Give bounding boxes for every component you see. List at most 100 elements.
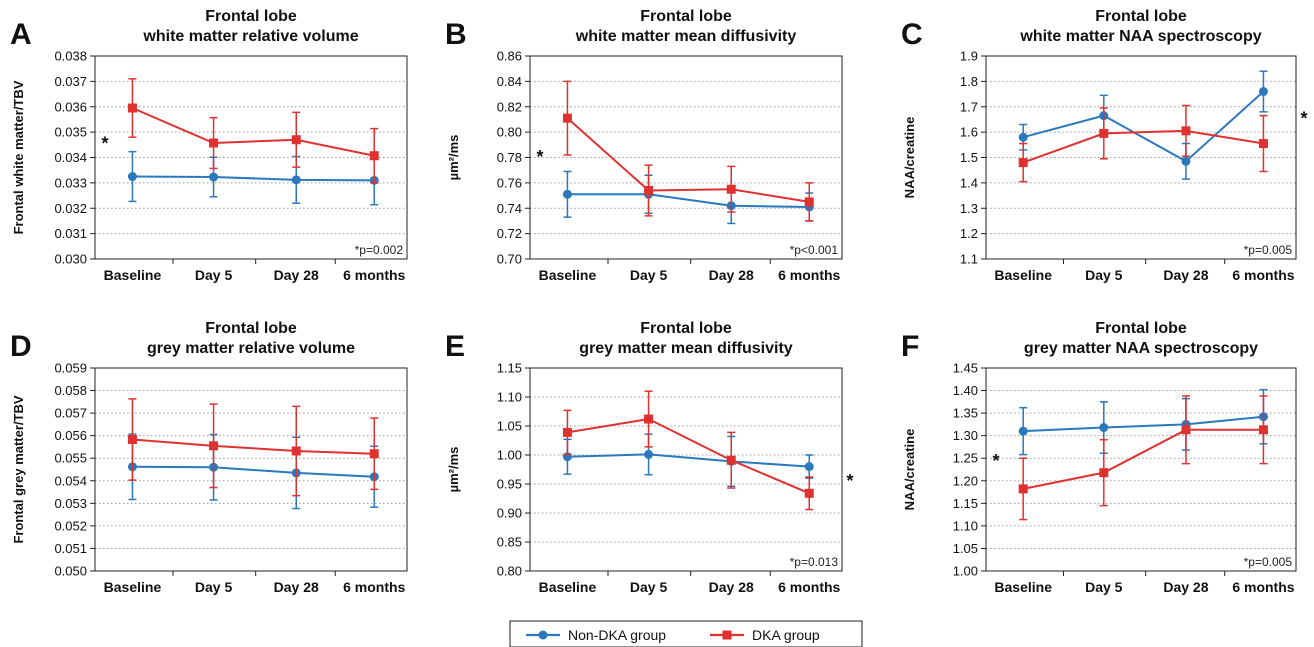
- p-value-note: *p=0.005: [1244, 243, 1293, 257]
- y-tick-label: 0.051: [54, 541, 87, 556]
- x-tick-label: Baseline: [994, 579, 1052, 595]
- series-dka: [562, 390, 814, 511]
- data-point: [1099, 423, 1109, 433]
- series-line: [567, 453, 810, 468]
- series-line: [567, 418, 810, 495]
- significance-star: *: [1300, 109, 1307, 129]
- y-tick-label: 1.9: [960, 49, 978, 64]
- data-point: [562, 189, 572, 199]
- data-point: [1018, 132, 1028, 142]
- y-tick-label: 0.72: [497, 226, 522, 241]
- y-axis-label: NAA/creatine: [902, 429, 917, 511]
- y-axis-label: µm²/ms: [446, 447, 461, 493]
- y-tick-label: 0.86: [497, 49, 522, 64]
- y-tick-label: 1.45: [953, 361, 978, 376]
- data-point: [369, 449, 379, 459]
- series-dka: [562, 80, 814, 222]
- series-nondka: [127, 433, 379, 510]
- data-point: [804, 462, 814, 472]
- chart-title-line: Frontal lobe: [1095, 8, 1187, 25]
- y-tick-label: 1.00: [953, 564, 978, 579]
- y-axis-label: NAA/creatine: [902, 117, 917, 199]
- legend-box: [509, 620, 863, 647]
- data-point: [644, 185, 654, 195]
- significance-star: *: [536, 147, 543, 167]
- y-tick-label: 0.035: [54, 125, 87, 140]
- significance-star: *: [846, 471, 853, 491]
- y-tick-label: 1.8: [960, 74, 978, 89]
- y-tick-label: 0.056: [54, 428, 87, 443]
- y-tick-label: 0.033: [54, 175, 87, 190]
- data-point: [1099, 468, 1109, 478]
- p-value-note: *p=0.002: [355, 243, 404, 257]
- y-tick-label: 0.052: [54, 518, 87, 533]
- series-nondka: [127, 150, 379, 206]
- data-point: [804, 488, 814, 498]
- series-dka: [127, 398, 379, 497]
- y-tick-label: 1.1: [960, 252, 978, 267]
- x-tick-label: Baseline: [539, 579, 597, 595]
- x-tick-label: 6 months: [778, 267, 840, 283]
- series-line: [132, 175, 375, 182]
- x-tick-label: 6 months: [343, 267, 405, 283]
- plot-frame: [94, 367, 408, 572]
- y-tick-label: 0.055: [54, 451, 87, 466]
- x-tick-label: 6 months: [1232, 267, 1294, 283]
- chart-title-line: white matter mean diffusivity: [575, 28, 797, 45]
- panel-letter: F: [901, 330, 919, 363]
- y-tick-label: 0.037: [54, 74, 87, 89]
- y-tick-label: 1.15: [497, 361, 522, 376]
- data-point: [1258, 87, 1268, 97]
- plot-frame: [529, 367, 843, 572]
- y-tick-label: 1.2: [960, 226, 978, 241]
- x-tick-label: Day 5: [630, 267, 668, 283]
- y-tick-label: 0.038: [54, 49, 87, 64]
- data-point: [1018, 158, 1028, 168]
- x-tick-label: Day 28: [1163, 267, 1208, 283]
- x-tick-label: Day 28: [274, 267, 319, 283]
- data-point: [291, 446, 301, 456]
- x-tick-label: 6 months: [1232, 579, 1294, 595]
- panel-e: E Frontal lobe grey matter mean diffusivit…: [445, 320, 854, 595]
- series-line: [132, 438, 375, 455]
- y-tick-label: 1.10: [953, 518, 978, 533]
- y-tick-label: 0.80: [497, 125, 522, 140]
- x-tick-label: Baseline: [104, 267, 162, 283]
- y-tick-label: 1.00: [497, 448, 522, 463]
- data-point: [369, 151, 379, 161]
- x-tick-label: Baseline: [994, 267, 1052, 283]
- x-tick-label: 6 months: [778, 579, 840, 595]
- data-point: [1018, 426, 1028, 436]
- y-tick-label: 0.84: [497, 74, 522, 89]
- x-tick-label: Day 28: [274, 579, 319, 595]
- data-point: [562, 113, 572, 123]
- data-point: [209, 172, 219, 182]
- chart-title-line: Frontal lobe: [1095, 320, 1187, 337]
- chart-title-line: grey matter mean diffusivity: [579, 340, 793, 357]
- data-point: [1181, 126, 1191, 136]
- data-point: [1181, 156, 1191, 166]
- series-dka: [127, 78, 379, 184]
- y-tick-label: 0.054: [54, 473, 87, 488]
- y-tick-label: 0.74: [497, 201, 522, 216]
- y-tick-label: 1.25: [953, 451, 978, 466]
- y-tick-label: 0.057: [54, 406, 87, 421]
- data-point: [1018, 484, 1028, 494]
- data-point: [562, 427, 572, 437]
- x-tick-label: Day 5: [1085, 267, 1123, 283]
- series-line: [567, 193, 810, 208]
- y-tick-label: 0.90: [497, 506, 522, 521]
- series-dka: [1018, 395, 1268, 521]
- significance-star: *: [101, 133, 108, 153]
- panel-letter: C: [901, 18, 923, 51]
- y-tick-label: 1.6: [960, 125, 978, 140]
- y-tick-label: 0.70: [497, 252, 522, 267]
- series-line: [1023, 428, 1264, 490]
- data-point: [644, 449, 654, 459]
- panel-letter: B: [445, 18, 467, 51]
- y-tick-label: 1.10: [497, 390, 522, 405]
- y-tick-label: 1.3: [960, 201, 978, 216]
- y-tick-label: 0.80: [497, 564, 522, 579]
- legend-dka-marker: [722, 630, 732, 640]
